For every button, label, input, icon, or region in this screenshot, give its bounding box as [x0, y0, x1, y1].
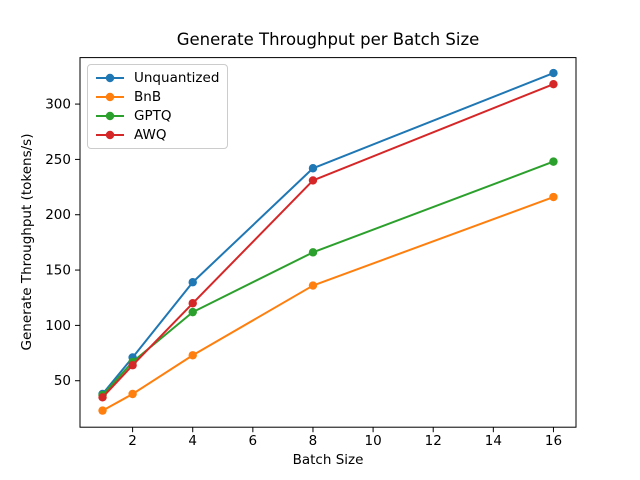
chart-title: Generate Throughput per Batch Size: [176, 30, 480, 49]
marker-gptq: [549, 157, 558, 166]
marker-bnb: [98, 406, 107, 415]
marker-unquantized: [308, 164, 318, 173]
x-tick-label: 6: [249, 433, 258, 449]
marker-awq: [188, 299, 197, 308]
marker-bnb: [128, 389, 137, 399]
marker-gptq: [308, 248, 318, 257]
legend-label: AWQ: [134, 127, 167, 144]
y-tick-label: 300: [45, 97, 71, 113]
legend-item-bnb: BnB: [95, 87, 220, 106]
marker-awq: [549, 79, 558, 89]
x-tick-label: 12: [425, 433, 442, 449]
legend-key-icon: [96, 111, 124, 121]
legend-item-awq: AWQ: [95, 126, 220, 145]
marker-gptq: [188, 307, 197, 317]
x-axis-label: Batch Size: [292, 452, 364, 468]
y-tick-label: 200: [45, 207, 71, 223]
series-line-bnb: [102, 196, 554, 412]
marker-bnb: [549, 192, 558, 202]
marker-bnb: [308, 281, 318, 290]
x-tick-label: 2: [128, 433, 137, 449]
legend: Unquantized BnB GPTQ AWQ: [87, 64, 228, 149]
y-tick-label: 100: [45, 318, 71, 334]
y-tick-label: 150: [45, 263, 71, 279]
marker-unquantized: [188, 278, 197, 287]
legend-label: Unquantized: [134, 69, 220, 86]
x-tick-label: 10: [364, 433, 381, 449]
marker-awq: [308, 176, 318, 185]
marker-awq: [98, 393, 107, 402]
x-tick-label: 16: [545, 433, 562, 449]
y-tick-label: 50: [54, 373, 71, 389]
legend-item-unquantized: Unquantized: [95, 68, 220, 87]
legend-label: BnB: [134, 88, 162, 105]
y-axis-label: Generate Throughput (tokens/s): [19, 133, 35, 351]
marker-unquantized: [549, 68, 558, 78]
legend-key-icon: [96, 131, 124, 140]
x-tick-label: 8: [309, 433, 318, 449]
x-tick-label: 4: [188, 433, 197, 449]
axes-spines: [79, 57, 577, 428]
legend-item-gptq: GPTQ: [95, 107, 220, 126]
x-tick-label: 14: [485, 433, 502, 449]
series-line-gptq: [101, 160, 554, 396]
marker-bnb: [188, 351, 197, 360]
legend-key-icon: [96, 73, 124, 82]
legend-key-icon: [96, 92, 124, 102]
marker-awq: [128, 361, 137, 370]
y-tick-label: 250: [45, 152, 71, 168]
legend-label: GPTQ: [134, 108, 172, 125]
